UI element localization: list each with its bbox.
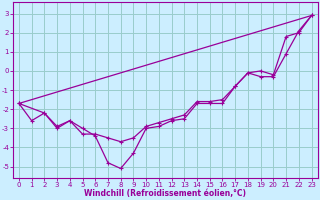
X-axis label: Windchill (Refroidissement éolien,°C): Windchill (Refroidissement éolien,°C) [84, 189, 246, 198]
